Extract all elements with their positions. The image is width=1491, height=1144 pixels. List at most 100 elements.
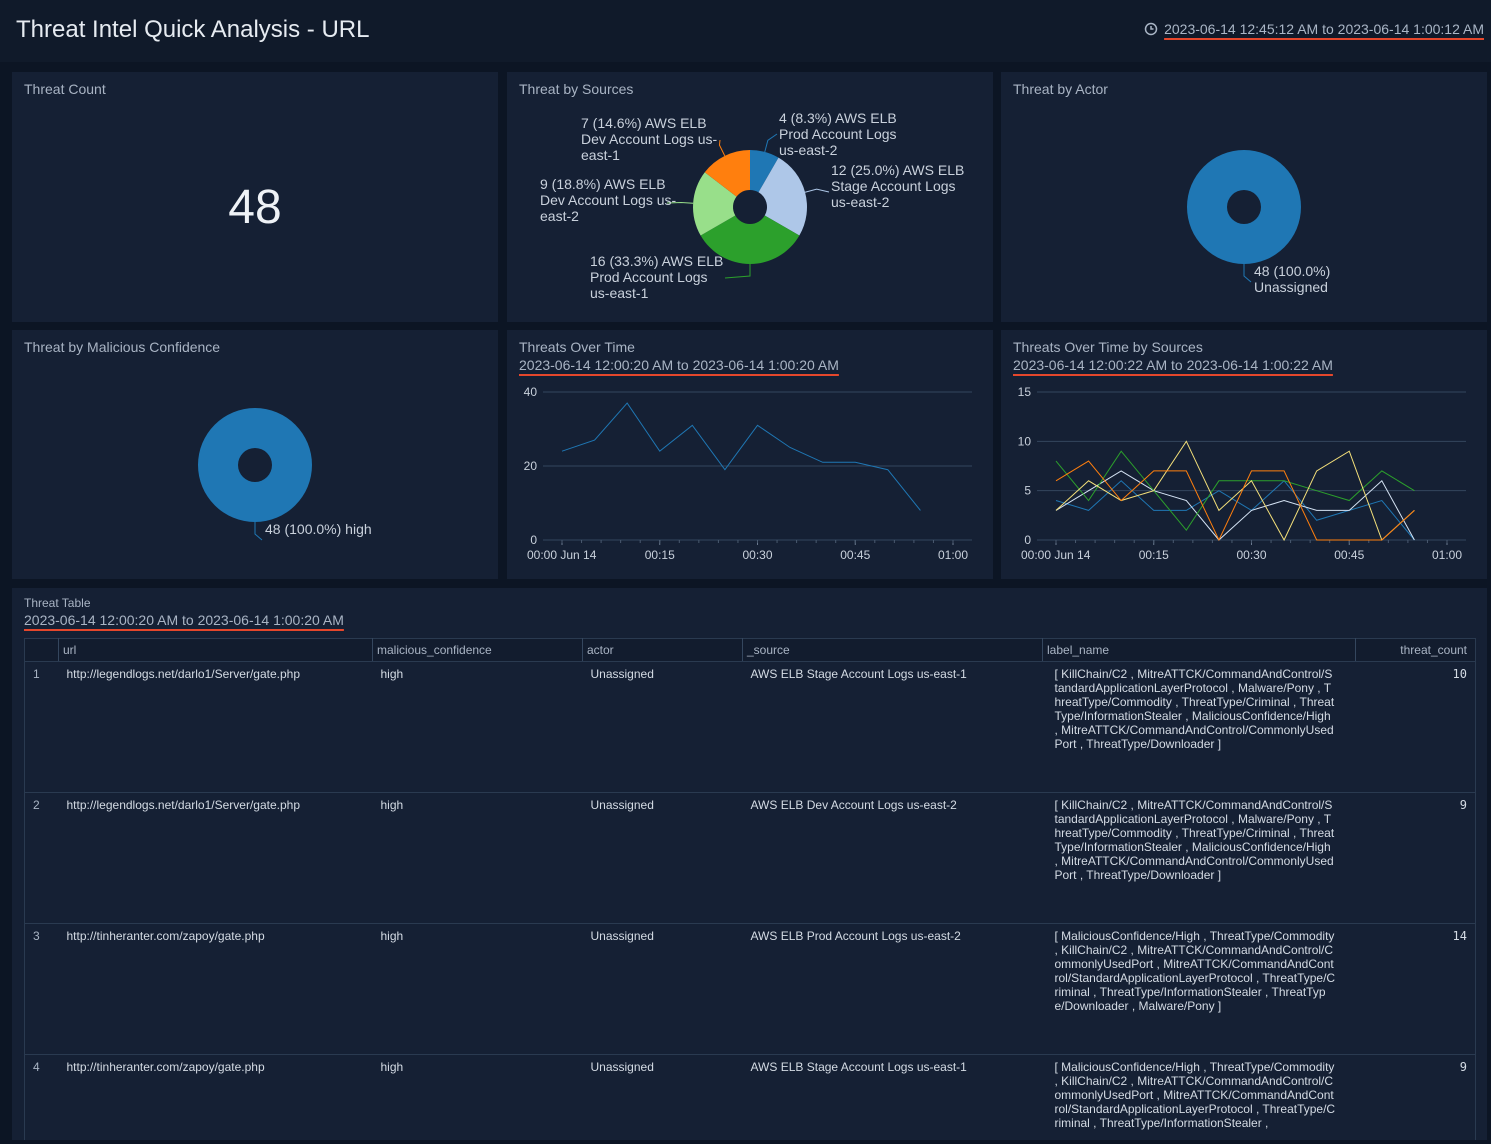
pie-slice xyxy=(704,150,750,197)
leader-line xyxy=(724,264,751,279)
top-bar: Threat Intel Quick Analysis - URL 2023-0… xyxy=(0,0,1491,62)
table-cell: AWS ELB Stage Account Logs us-east-1 xyxy=(742,661,1043,793)
y-tick-label: 10 xyxy=(1018,434,1032,448)
slice-label: 9 (18.8%) AWS ELB Dev Account Logs us-ea… xyxy=(540,176,678,224)
slice-label: 48 (100.0%) Unassigned xyxy=(1254,263,1392,295)
slice-value-label: 16 (33.3%) xyxy=(590,253,659,269)
time-range[interactable]: 2023-06-14 12:45:12 AM to 2023-06-14 1:0… xyxy=(1144,21,1484,37)
y-tick-label: 20 xyxy=(524,459,538,473)
x-tick-label: 00:00 Jun 14 xyxy=(1021,548,1091,562)
pie-slice xyxy=(750,150,779,193)
table-cell: [ KillChain/C2 , MitreATTCK/CommandAndCo… xyxy=(1042,792,1356,924)
slice-category: high xyxy=(345,521,372,537)
leader-line xyxy=(666,201,694,204)
series-line xyxy=(561,402,921,511)
table-cell: AWS ELB Dev Account Logs us-east-2 xyxy=(742,792,1043,924)
time-range-text[interactable]: 2023-06-14 12:45:12 AM to 2023-06-14 1:0… xyxy=(1164,21,1484,37)
column-header: url xyxy=(58,638,373,662)
series-line xyxy=(1055,470,1415,541)
panel-title: Threat by Actor xyxy=(1013,81,1108,97)
slice-category: Prod Account Logs us-east-2 xyxy=(779,126,897,158)
slice-value-label: 48 (100.0%) xyxy=(265,521,342,537)
table-cell: Unassigned xyxy=(582,1054,743,1140)
series-line xyxy=(1055,480,1415,541)
panel-time-range: 2023-06-14 12:00:20 AM to 2023-06-14 1:0… xyxy=(519,357,839,373)
column-header: malicious_confidence xyxy=(372,638,583,662)
y-tick-label: 5 xyxy=(1024,484,1031,498)
threat-by-actor-panel: Threat by Actor 48 (100.0%) Unassigned xyxy=(1001,72,1487,322)
pie-slice xyxy=(198,408,312,522)
panel-title: Threat by Sources xyxy=(519,81,634,97)
pie-slice xyxy=(700,215,800,264)
x-tick-label: 01:00 xyxy=(938,548,968,562)
pie-slice xyxy=(693,172,737,236)
pie-chart xyxy=(1187,150,1301,283)
y-tick-label: 40 xyxy=(524,385,538,399)
slice-value-label: 12 (25.0%) xyxy=(831,162,900,178)
leader-line xyxy=(254,522,263,541)
column-header: actor xyxy=(582,638,743,662)
threats-over-time-panel: Threats Over Time 2023-06-14 12:00:20 AM … xyxy=(507,330,993,579)
dashboard-title: Threat Intel Quick Analysis - URL xyxy=(16,16,370,43)
table-cell: http://tinheranter.com/zapoy/gate.php xyxy=(58,923,373,1055)
x-tick-label: 00:45 xyxy=(840,548,870,562)
clock-icon xyxy=(1144,22,1158,36)
slice-category: AWS ELB Prod Account Logs us-east-1 xyxy=(590,253,724,301)
pie-chart xyxy=(198,408,312,541)
slice-label: 48 (100.0%) high xyxy=(265,521,403,537)
table-cell: [ KillChain/C2 , MitreATTCK/CommandAndCo… xyxy=(1042,661,1356,793)
threat-table: url malicious_confidence actor _source label… xyxy=(24,638,1476,1140)
panel-title: Threats Over Time by Sources xyxy=(1013,339,1203,355)
x-tick-label: 01:00 xyxy=(1432,548,1462,562)
threat-table-panel: Threat Table 2023-06-14 12:00:20 AM to 2… xyxy=(12,588,1487,1140)
table-row: 1 http://legendlogs.net/darlo1/Server/gat… xyxy=(24,661,1476,793)
x-tick-label: 00:30 xyxy=(742,548,772,562)
panel-time-range[interactable]: 2023-06-14 12:00:20 AM to 2023-06-14 1:0… xyxy=(24,612,344,628)
slice-label: 7 (14.6%) AWS ELB Dev Account Logs us-ea… xyxy=(581,115,719,163)
slice-category: Unassigned xyxy=(1254,279,1328,295)
table-cell: http://legendlogs.net/darlo1/Server/gate… xyxy=(58,792,373,924)
panel-title: Threat Table xyxy=(24,596,91,610)
slice-label: 16 (33.3%) AWS ELB Prod Account Logs us-… xyxy=(590,253,728,301)
table-cell: high xyxy=(372,923,583,1055)
series-line xyxy=(1055,440,1415,542)
line-chart: 0 20 40 00:00 Jun 14 00:15 00:30 00:45 01:00 xyxy=(524,385,972,562)
series-line xyxy=(1055,460,1415,542)
threat-by-confidence-panel: Threat by Malicious Confidence 48 (100.0%… xyxy=(12,330,498,579)
series-line xyxy=(1055,450,1415,531)
slice-category: AWS ELB Stage Account Logs us-east-2 xyxy=(831,162,965,210)
table-row: 2 http://legendlogs.net/darlo1/Server/gat… xyxy=(24,792,1476,924)
panel-time-range: 2023-06-14 12:00:22 AM to 2023-06-14 1:0… xyxy=(1013,357,1333,373)
slice-value-label: 9 (18.8%) xyxy=(540,176,601,192)
table-head: url malicious_confidence actor _source label… xyxy=(24,638,1476,662)
y-tick-label: 0 xyxy=(530,533,537,547)
table-cell: [ MaliciousConfidence/High , ThreatType/… xyxy=(1042,1054,1356,1140)
table-cell: 10 xyxy=(1355,661,1476,793)
panel-title: Threat Count xyxy=(24,81,106,97)
slice-value-label: 4 (8.3%) AWS ELB xyxy=(779,110,897,126)
table-cell: high xyxy=(372,661,583,793)
row-number: 1 xyxy=(24,661,59,793)
threat-count-panel: Threat Count 48 xyxy=(12,72,498,322)
table-cell: Unassigned xyxy=(582,661,743,793)
x-tick-label: 00:30 xyxy=(1236,548,1266,562)
table-body: 1 http://legendlogs.net/darlo1/Server/gat… xyxy=(24,661,1476,1140)
slice-category: AWS ELB Dev Account Logs us-east-1 xyxy=(581,115,718,163)
row-number: 2 xyxy=(24,792,59,924)
x-tick-label: 00:00 Jun 14 xyxy=(527,548,597,562)
table-cell: Unassigned xyxy=(582,923,743,1055)
slice-category: AWS ELB Dev Account Logs us-east-2 xyxy=(540,176,677,224)
leader-line xyxy=(1243,264,1252,283)
table-cell: http://legendlogs.net/darlo1/Server/gate… xyxy=(58,661,373,793)
table-cell: 9 xyxy=(1355,1054,1476,1140)
table-cell: http://tinheranter.com/zapoy/gate.php xyxy=(58,1054,373,1140)
pie-slice xyxy=(1187,150,1301,264)
threats-by-sources-panel: Threats Over Time by Sources 2023-06-14 1… xyxy=(1001,330,1487,579)
panel-title: Threat by Malicious Confidence xyxy=(24,339,221,355)
table-cell: Unassigned xyxy=(582,792,743,924)
table-row: 3 http://tinheranter.com/zapoy/gate.php hi… xyxy=(24,923,1476,1055)
x-tick-label: 00:15 xyxy=(1139,548,1169,562)
column-header: threat_count xyxy=(1355,638,1476,662)
table-cell: AWS ELB Stage Account Logs us-east-1 xyxy=(742,1054,1043,1140)
